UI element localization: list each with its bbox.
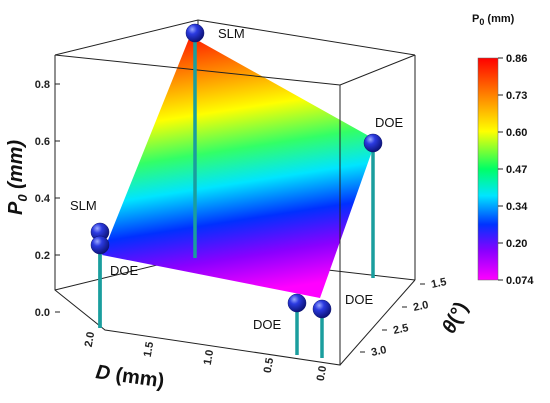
x-axis-title: D (mm): [94, 361, 165, 392]
surface-plane: [102, 36, 376, 298]
z-axis-ticks: 0.0 0.2 0.4 0.6 0.8: [35, 79, 60, 319]
box-front-edges: [54, 54, 416, 366]
x-tick-label: 1.5: [142, 341, 156, 358]
colorbar-tick-label: 0.73: [506, 90, 527, 102]
colorbar-tick-label: 0.074: [506, 275, 534, 287]
box-right-bottom-edge: [339, 279, 416, 366]
x-tick-label: 2.0: [83, 331, 97, 348]
x-tick-label: 0.5: [262, 357, 276, 374]
z-tick-label: 0.2: [35, 250, 50, 262]
z-tick-label: 0.0: [35, 307, 50, 319]
marker-ball: [363, 133, 383, 153]
y-axis-ticks: 1.52.02.5 3.0: [360, 276, 448, 359]
colorbar: P0 (mm) 0.86 0.73 0.60 0.47 0.34 0.20 0.074: [472, 13, 534, 287]
x-tick-label: 0.0: [315, 365, 329, 382]
colorbar-tick-label: 0.60: [506, 127, 527, 139]
marker-label-doe: DOE: [253, 317, 282, 332]
y-axis-title: θ(°): [438, 298, 473, 337]
marker-ball: [185, 23, 205, 43]
colorbar-title: P0 (mm): [472, 13, 515, 27]
colorbar-tick-label: 0.34: [506, 201, 528, 213]
z-tick-label: 0.6: [35, 136, 50, 148]
data-markers: SLM DOE SLM DOE DOE DOE: [70, 23, 404, 358]
z-tick-label: 0.8: [35, 79, 50, 91]
marker-label-doe: DOE: [110, 263, 139, 278]
box-front-edges-line: [54, 54, 416, 366]
z-tick-label: 0.4: [35, 193, 51, 205]
colorbar-ticks: 0.86 0.73 0.60 0.47 0.34 0.20 0.074: [498, 53, 534, 287]
x-tick-label: 1.0: [202, 349, 216, 366]
colorbar-tick-label: 0.86: [506, 53, 527, 65]
box-front-top-edge: [54, 54, 341, 86]
y-tick-label: 1.5: [430, 276, 447, 291]
y-tick-label: 2.5: [392, 322, 409, 337]
marker-label-doe: DOE: [345, 292, 374, 307]
marker-label-slm: SLM: [218, 26, 245, 41]
marker-label-doe: DOE: [375, 115, 404, 130]
marker-ball: [287, 293, 307, 313]
colorbar-tick-label: 0.47: [506, 164, 527, 176]
x-axis-ticks: 2.0 1.5 1.0 0.5 0.0: [83, 331, 329, 382]
y-tick-label: 2.0: [412, 299, 429, 314]
z-axis-title: P0 (mm): [5, 140, 30, 215]
y-tick-label: 3.0: [370, 344, 387, 359]
colorbar-tick-label: 0.20: [506, 238, 527, 250]
colorbar-gradient: [477, 57, 499, 281]
marker-label-slm: SLM: [70, 198, 97, 213]
marker-ball: [312, 299, 332, 319]
marker-ball: [90, 235, 110, 255]
